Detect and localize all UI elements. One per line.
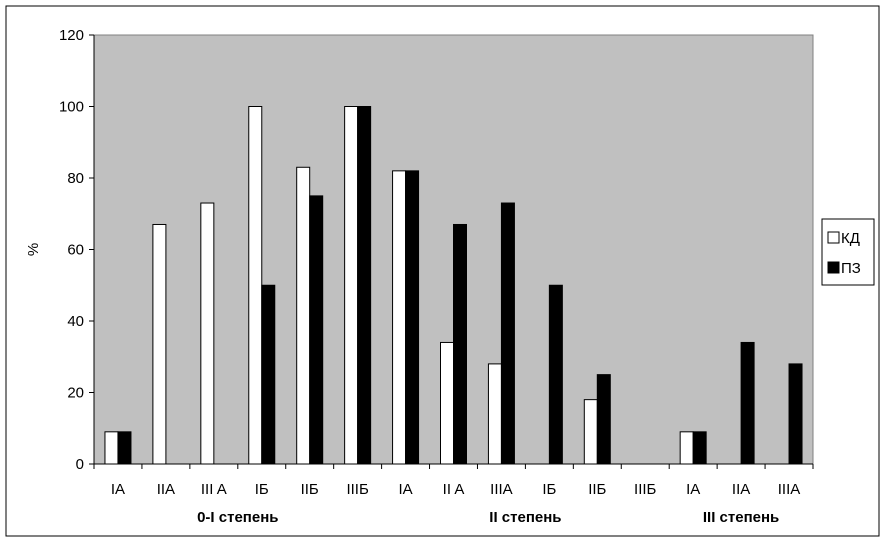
group-label: II степень — [489, 509, 561, 526]
bar-kd — [583, 399, 598, 465]
legend: КД ПЗ — [821, 218, 875, 286]
x-axis: IA IIA III A IБ IIБ IIIБ IA II A IIIA IБ IIБ IIIБ IA… — [93, 463, 814, 498]
legend-label: КД — [841, 230, 860, 247]
group-label: 0-I степень — [197, 509, 278, 526]
bar-kd — [296, 166, 311, 465]
x-tick-label: IIIБ — [346, 481, 369, 498]
y-tick-label: 80 — [67, 170, 84, 187]
bar-kd — [440, 341, 454, 465]
y-axis: 0 20 40 60 80 100 120 — [59, 27, 95, 473]
x-tick-label: IIA — [157, 481, 175, 498]
x-tick-label: IIIБ — [634, 481, 657, 498]
bar-pz — [261, 284, 276, 465]
y-tick-label: 120 — [59, 27, 84, 44]
legend-label: ПЗ — [841, 260, 861, 277]
x-tick-label: IA — [398, 481, 412, 498]
bar-kd — [248, 106, 263, 465]
group-label: III степень — [703, 509, 779, 526]
bar-pz — [309, 195, 324, 465]
x-tick-label: IIA — [732, 481, 750, 498]
bar-pz — [596, 374, 611, 465]
bar-pz — [357, 106, 372, 465]
x-tick-label: IIIA — [490, 481, 513, 498]
legend-swatch — [827, 231, 840, 244]
bar-kd — [344, 106, 359, 465]
x-tick-label: IA — [111, 481, 125, 498]
legend-box — [821, 218, 875, 286]
bar-kd — [104, 431, 119, 465]
y-tick-label: 40 — [67, 313, 84, 330]
x-tick-label: IБ — [542, 481, 556, 498]
bar-kd — [392, 170, 407, 465]
bar-pz — [453, 223, 467, 465]
group-labels: 0-I степень II степень III степень — [197, 509, 779, 526]
bar-pz — [740, 341, 755, 465]
bar-pz — [548, 284, 563, 465]
y-tick-label: 60 — [67, 242, 84, 259]
y-axis-label: % — [25, 243, 42, 256]
y-tick-label: 100 — [59, 99, 84, 116]
y-tick-label: 0 — [76, 456, 84, 473]
legend-swatch — [827, 261, 840, 274]
x-tick-label: IБ — [255, 481, 269, 498]
bar-kd — [487, 363, 502, 465]
bar-pz — [692, 431, 707, 465]
x-tick-label: IA — [686, 481, 700, 498]
x-tick-label: IIБ — [301, 481, 319, 498]
bar-pz — [405, 170, 420, 465]
x-tick-label: II A — [443, 481, 465, 498]
x-tick-label: III A — [201, 481, 227, 498]
y-tick-label: 20 — [67, 385, 84, 402]
x-tick-label: IIБ — [588, 481, 606, 498]
bar-pz — [117, 431, 132, 465]
bar-pz — [500, 202, 515, 465]
bar-kd — [200, 202, 215, 465]
bar-kd — [152, 223, 167, 465]
bar-kd — [679, 431, 694, 465]
bar-pz — [788, 363, 803, 465]
x-tick-label: IIIA — [778, 481, 801, 498]
